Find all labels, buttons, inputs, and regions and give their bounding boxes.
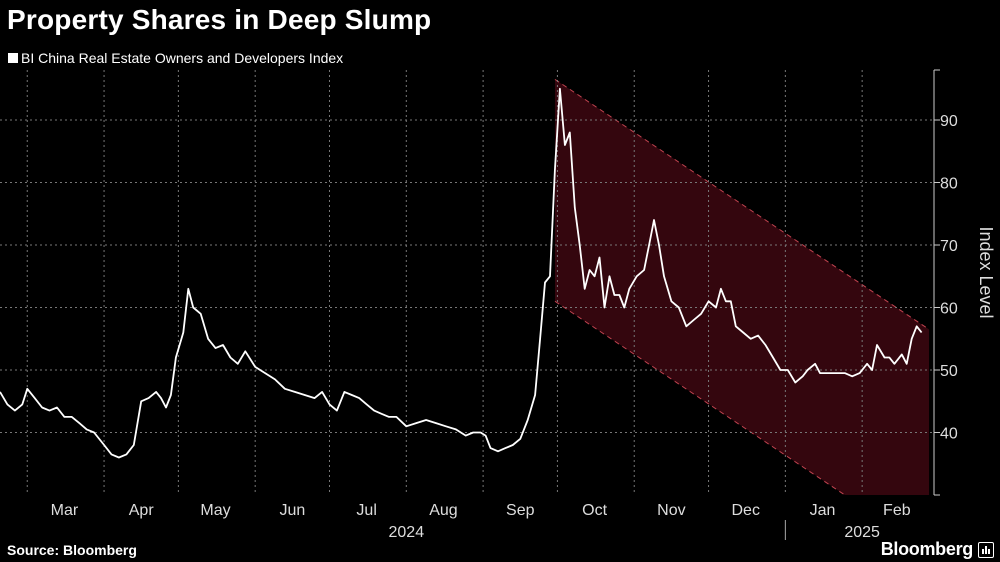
chart-legend: BI China Real Estate Owners and Develope… — [8, 50, 343, 66]
x-tick-label: Apr — [129, 502, 155, 519]
y-tick-label: 40 — [940, 426, 958, 443]
x-tick-label: Dec — [731, 502, 759, 519]
trend-channel — [554, 78, 930, 495]
channel-lower-border — [554, 300, 846, 495]
brand-label: Bloomberg — [880, 539, 974, 559]
series-line — [0, 87, 923, 459]
brand-logo: Bloomberg — [881, 539, 994, 560]
x-tick-label: Mar — [51, 502, 79, 519]
legend-swatch-icon — [8, 53, 18, 63]
x-tick-label: Nov — [657, 502, 685, 519]
axes: 40 50 60 70 80 90 Index Level Mar Apr May Jun Jul Au… — [51, 69, 996, 541]
channel-fill — [554, 79, 930, 495]
series-line-group — [0, 87, 923, 459]
x-tick-label: Jul — [356, 502, 376, 519]
x-year-label: 2024 — [389, 524, 425, 541]
x-tick-label: Feb — [883, 502, 911, 519]
y-tick-label: 60 — [940, 301, 958, 318]
y-axis-label: Index Level — [976, 226, 996, 318]
y-tick-label: 50 — [940, 363, 958, 380]
gridlines — [0, 70, 934, 495]
x-tick-label: Oct — [582, 502, 607, 519]
x-tick-label: Jun — [279, 502, 305, 519]
x-tick-label: Aug — [429, 502, 457, 519]
x-tick-label: Jan — [810, 502, 836, 519]
x-tick-label: May — [200, 502, 230, 519]
source-note: Source: Bloomberg — [7, 542, 137, 558]
page-title: Property Shares in Deep Slump — [7, 4, 432, 35]
x-year-label: 2025 — [844, 524, 880, 541]
y-tick-label: 90 — [940, 113, 958, 130]
bloomberg-terminal-icon — [978, 541, 994, 558]
x-tick-label: Sep — [506, 502, 535, 519]
legend-label: BI China Real Estate Owners and Develope… — [21, 50, 344, 66]
channel-upper-border — [554, 78, 930, 330]
y-tick-label: 80 — [940, 176, 958, 193]
y-tick-label: 70 — [940, 238, 958, 255]
